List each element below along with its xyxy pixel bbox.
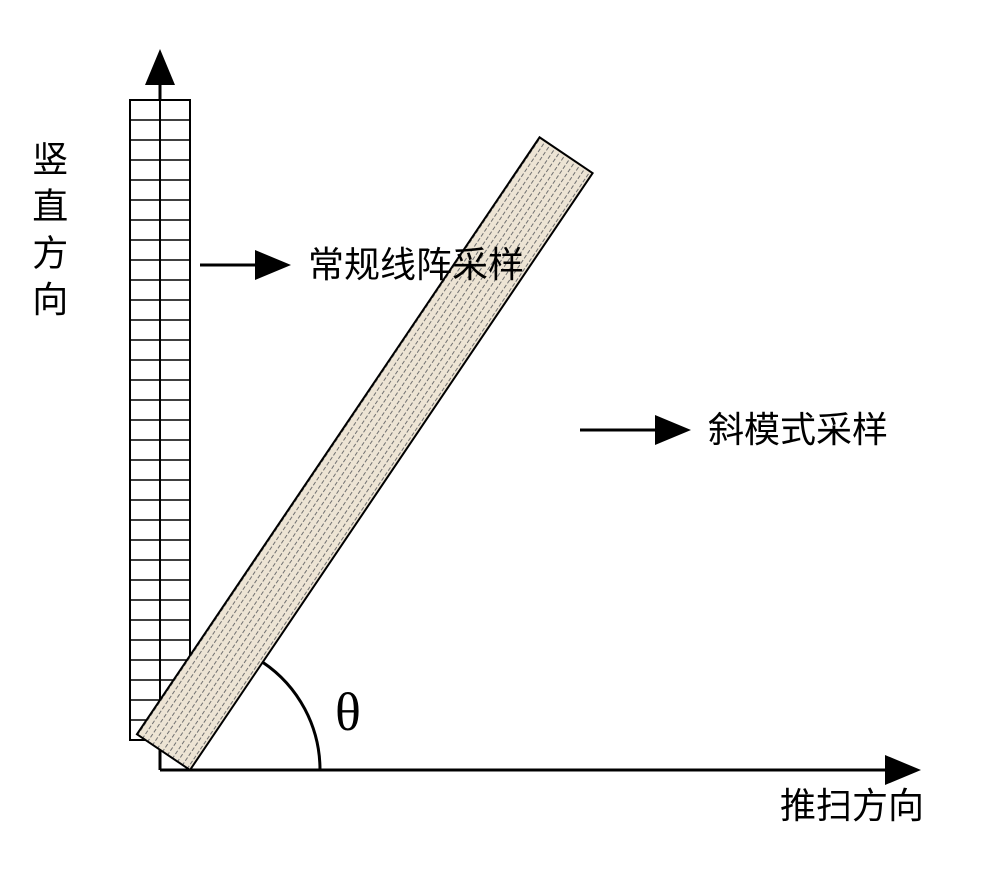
- angle-arc: [263, 662, 320, 770]
- diagram-container: 竖直方向 推扫方向 常规线阵采样 斜模式采样 θ: [60, 30, 940, 850]
- conventional-label: 常规线阵采样: [308, 244, 524, 287]
- vertical-array: [130, 100, 190, 740]
- tilted-array: [137, 137, 593, 770]
- theta-label: θ: [335, 680, 361, 745]
- x-axis-label: 推扫方向: [780, 785, 924, 828]
- y-axis-label: 竖直方向: [25, 140, 68, 327]
- tilted-label: 斜模式采样: [708, 409, 888, 452]
